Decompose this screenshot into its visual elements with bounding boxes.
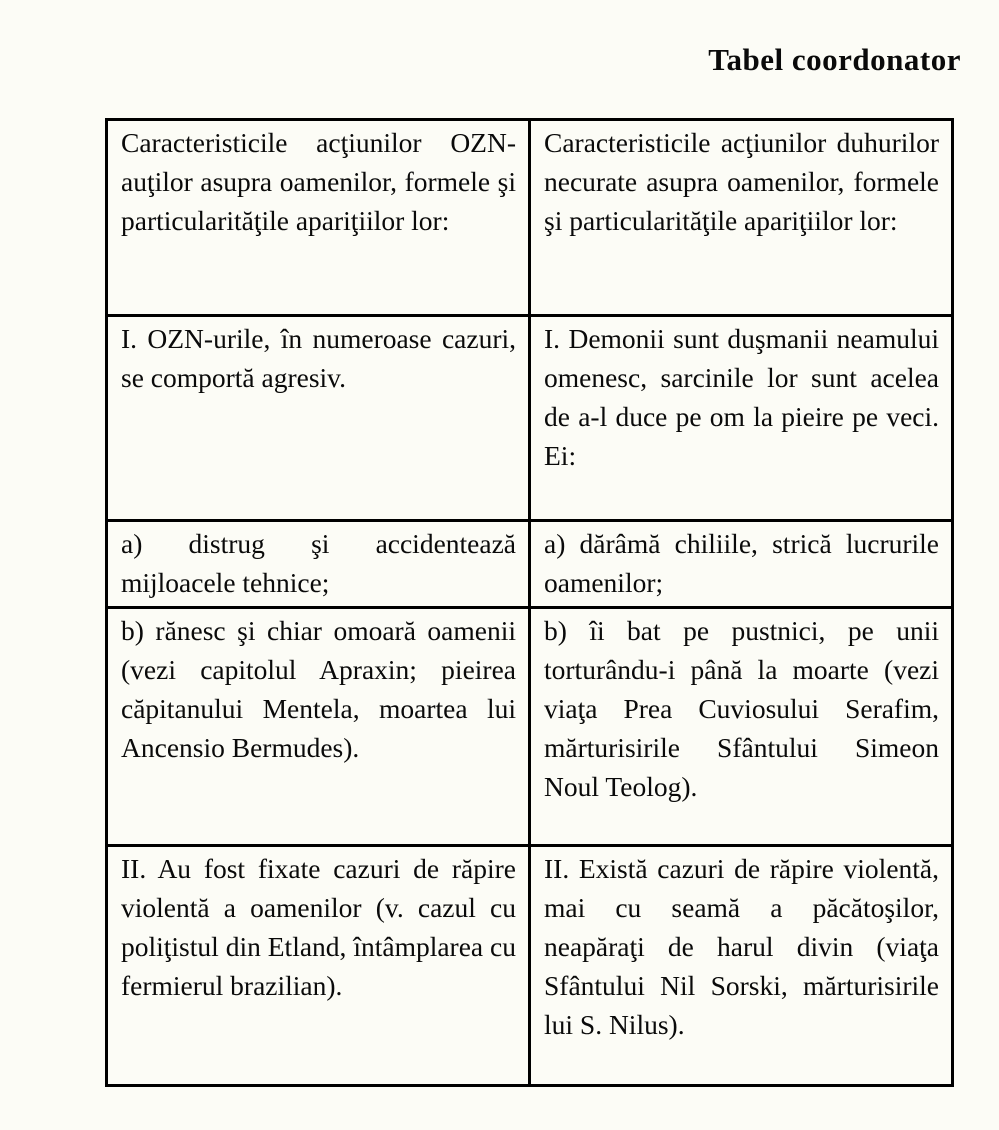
table-row-point-2: II. Au fost fixate cazuri de răpire viol… <box>105 844 954 1087</box>
coordinator-table: Caracteristicile acţiunilor OZN-auţilor … <box>105 118 954 1087</box>
table-cell-1-right: I. Demonii sunt duşmanii neamului omenes… <box>528 314 954 522</box>
table-cell-b-left: b) rănesc şi chiar omoară oamenii (vezi … <box>105 606 531 847</box>
table-cell-a-left: a) distrug şi accidentează mijloacele te… <box>105 519 531 609</box>
table-row-point-b: b) rănesc şi chiar omoară oamenii (vezi … <box>105 606 954 847</box>
table-row-point-1: I. OZN-urile, în numeroase cazuri, se co… <box>105 314 954 522</box>
table-cell-b-right: b) îi bat pe pustnici, pe unii torturând… <box>528 606 954 847</box>
table-row-point-a: a) distrug şi accidentează mijloacele te… <box>105 519 954 609</box>
table-cell-2-right: II. Există cazuri de răpire violentă, ma… <box>528 844 954 1087</box>
table-cell-1-left: I. OZN-urile, în numeroase cazuri, se co… <box>105 314 531 522</box>
table-cell-header-duhuri: Caracteristicile acţiunilor duhurilor ne… <box>528 118 954 317</box>
table-cell-2-left: II. Au fost fixate cazuri de răpire viol… <box>105 844 531 1087</box>
table-cell-header-ozn: Caracteristicile acţiunilor OZN-auţilor … <box>105 118 531 317</box>
table-row-header: Caracteristicile acţiunilor OZN-auţilor … <box>105 118 954 317</box>
table-cell-a-right: a) dărâmă chiliile, strică lucrurile oam… <box>528 519 954 609</box>
page-title: Tabel coordonator <box>708 42 961 77</box>
